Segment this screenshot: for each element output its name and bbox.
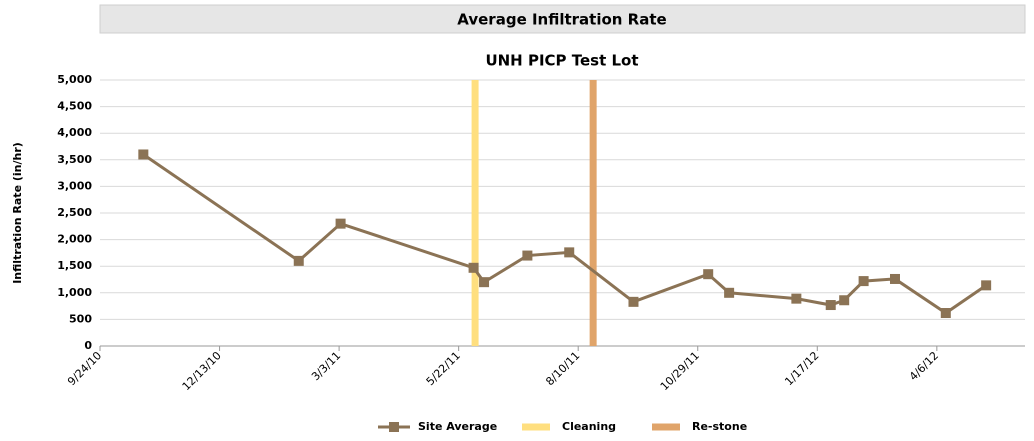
x-tick-label: 1/17/12 bbox=[782, 349, 821, 388]
point bbox=[825, 300, 836, 311]
x-tick-label: 4/6/12 bbox=[907, 349, 941, 383]
x-tick-label: 9/24/10 bbox=[65, 349, 104, 388]
legend-swatch bbox=[652, 423, 680, 431]
y-tick-label: 500 bbox=[69, 312, 92, 325]
y-tick-label: 0 bbox=[84, 339, 92, 352]
point bbox=[335, 218, 346, 229]
point bbox=[940, 308, 951, 319]
event-line bbox=[471, 80, 479, 346]
y-tick-label: 1,500 bbox=[57, 259, 92, 272]
legend-label: Re-stone bbox=[692, 420, 747, 433]
y-axis-label: Infiltration Rate (in/hr) bbox=[11, 142, 24, 284]
point bbox=[293, 255, 304, 266]
title-box bbox=[99, 4, 1026, 34]
point bbox=[981, 280, 992, 291]
x-tick-label: 3/3/11 bbox=[309, 349, 343, 383]
x-tick-label: 10/29/11 bbox=[658, 349, 702, 393]
point bbox=[138, 149, 149, 160]
x-tick-label: 5/22/11 bbox=[424, 349, 463, 388]
y-tick-label: 3,500 bbox=[57, 153, 92, 166]
point bbox=[791, 293, 802, 304]
y-tick-label: 2,000 bbox=[57, 233, 92, 246]
point bbox=[628, 296, 639, 307]
y-tick-label: 4,000 bbox=[57, 126, 92, 139]
legend-swatch bbox=[389, 422, 399, 432]
y-tick-label: 5,000 bbox=[57, 73, 92, 86]
point bbox=[703, 269, 714, 280]
y-tick-label: 2,500 bbox=[57, 206, 92, 219]
chart-title: Average Infiltration Rate bbox=[457, 11, 666, 29]
y-tick-label: 4,500 bbox=[57, 100, 92, 113]
x-tick-label: 8/10/11 bbox=[543, 349, 582, 388]
chart-subtitle: UNH PICP Test Lot bbox=[485, 52, 638, 70]
point bbox=[468, 262, 479, 273]
point bbox=[839, 295, 850, 306]
point bbox=[724, 287, 735, 298]
point bbox=[479, 277, 490, 288]
point bbox=[889, 273, 900, 284]
y-tick-label: 3,000 bbox=[57, 179, 92, 192]
point bbox=[522, 250, 533, 261]
series-line bbox=[142, 153, 987, 315]
legend-swatch bbox=[522, 423, 550, 431]
point bbox=[564, 247, 575, 258]
legend-label: Site Average bbox=[418, 420, 497, 433]
y-tick-label: 1,000 bbox=[57, 286, 92, 299]
x-tick-label: 12/13/10 bbox=[180, 349, 224, 393]
event-line bbox=[589, 80, 597, 346]
legend-label: Cleaning bbox=[562, 420, 616, 433]
point bbox=[858, 276, 869, 287]
